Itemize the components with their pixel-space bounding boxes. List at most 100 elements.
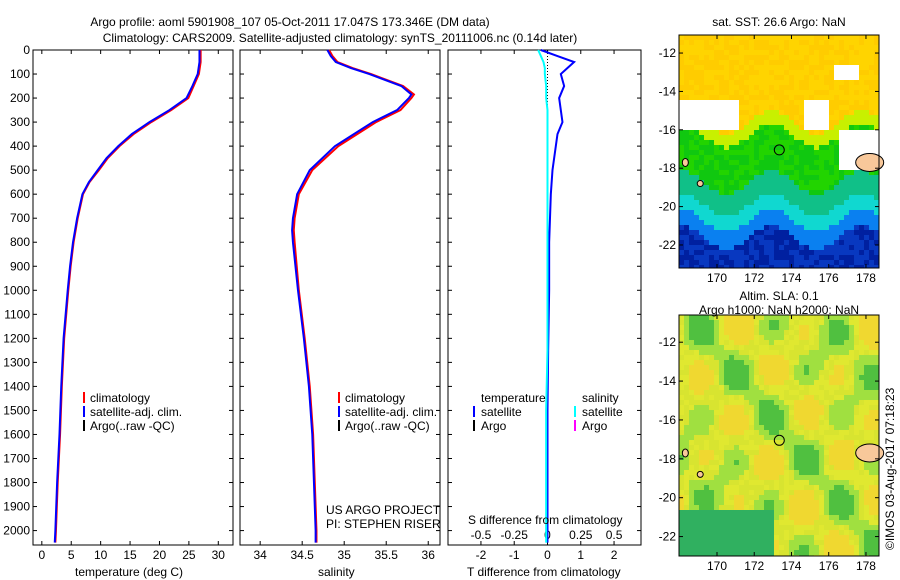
map-cell xyxy=(699,535,704,540)
map-cell xyxy=(679,465,684,470)
map-cell xyxy=(754,350,759,355)
map-cell xyxy=(834,480,839,485)
map-cell xyxy=(849,530,854,535)
map-cell xyxy=(814,480,819,485)
map-cell xyxy=(759,170,764,175)
legend-swatch-t-argo xyxy=(473,420,475,431)
map-cell xyxy=(684,165,689,170)
map-cell xyxy=(874,35,879,40)
map-cell xyxy=(814,240,819,245)
map-cell xyxy=(704,455,709,460)
map-cell xyxy=(734,515,739,520)
map-cell xyxy=(819,120,824,125)
map-cell xyxy=(784,40,789,45)
map-cell xyxy=(834,530,839,535)
map-cell xyxy=(759,445,764,450)
map-cell xyxy=(859,65,864,70)
map-cell xyxy=(829,415,834,420)
title-line1: Argo profile: aoml 5901908_107 05-Oct-20… xyxy=(90,15,489,29)
map-cell xyxy=(689,190,694,195)
map-cell xyxy=(834,550,839,555)
map-cell xyxy=(814,130,819,135)
map-cell xyxy=(839,160,844,165)
map-cell xyxy=(694,460,699,465)
map-cell xyxy=(804,215,809,220)
map-cell xyxy=(679,420,684,425)
map-cell xyxy=(769,325,774,330)
map-cell xyxy=(749,215,754,220)
map-cell xyxy=(869,345,874,350)
map-cell xyxy=(864,245,869,250)
map-cell xyxy=(719,495,724,500)
map-cell xyxy=(824,80,829,85)
map-cell xyxy=(804,430,809,435)
map-cell xyxy=(739,430,744,435)
map-cell xyxy=(779,370,784,375)
map-cell xyxy=(819,400,824,405)
map-cell xyxy=(869,35,874,40)
map-cell xyxy=(799,160,804,165)
map-cell xyxy=(849,480,854,485)
map-cell xyxy=(839,235,844,240)
map-cell xyxy=(844,460,849,465)
map-cell xyxy=(699,500,704,505)
map-cell xyxy=(829,230,834,235)
map-cell xyxy=(704,60,709,65)
map-cell xyxy=(854,170,859,175)
map-cell xyxy=(869,510,874,515)
map-cell xyxy=(819,150,824,155)
map-cell xyxy=(869,90,874,95)
map-cell xyxy=(874,470,879,475)
map-cell xyxy=(694,255,699,260)
map-cell xyxy=(804,240,809,245)
map-cell xyxy=(819,450,824,455)
map-cell xyxy=(769,355,774,360)
map-cell xyxy=(774,380,779,385)
map-cell xyxy=(689,465,694,470)
map-cell xyxy=(849,50,854,55)
map-cell xyxy=(814,390,819,395)
map-cell xyxy=(794,155,799,160)
map-cell xyxy=(839,85,844,90)
map-cell xyxy=(689,325,694,330)
map-cell xyxy=(709,260,714,265)
map-cell xyxy=(774,225,779,230)
map-cell xyxy=(829,375,834,380)
map-cell xyxy=(684,75,689,80)
map-cell xyxy=(724,160,729,165)
map-cell xyxy=(679,50,684,55)
map-cell xyxy=(809,85,814,90)
map-cell xyxy=(734,365,739,370)
map-cell xyxy=(824,350,829,355)
map-cell xyxy=(824,330,829,335)
map-cell xyxy=(819,350,824,355)
map-cell xyxy=(724,550,729,555)
map-cell xyxy=(684,505,689,510)
map-cell xyxy=(699,245,704,250)
map-cell xyxy=(739,110,744,115)
map-cell xyxy=(749,145,754,150)
map-cell xyxy=(854,365,859,370)
map-cell xyxy=(794,175,799,180)
map-cell xyxy=(814,405,819,410)
map-cell xyxy=(759,530,764,535)
map-cell xyxy=(709,345,714,350)
map-cell xyxy=(799,490,804,495)
map-cell xyxy=(774,35,779,40)
map-cell xyxy=(749,265,754,268)
map-cell xyxy=(829,425,834,430)
map-cell xyxy=(694,145,699,150)
map-cell xyxy=(834,330,839,335)
map-cell xyxy=(689,155,694,160)
map-cell xyxy=(809,150,814,155)
map-cell xyxy=(779,365,784,370)
map-cell xyxy=(814,470,819,475)
map-cell xyxy=(829,175,834,180)
map-cell xyxy=(719,410,724,415)
map-cell xyxy=(739,455,744,460)
map-cell xyxy=(754,50,759,55)
map-cell xyxy=(689,215,694,220)
map-cell xyxy=(714,480,719,485)
map-cell xyxy=(839,335,844,340)
map-cell xyxy=(684,365,689,370)
